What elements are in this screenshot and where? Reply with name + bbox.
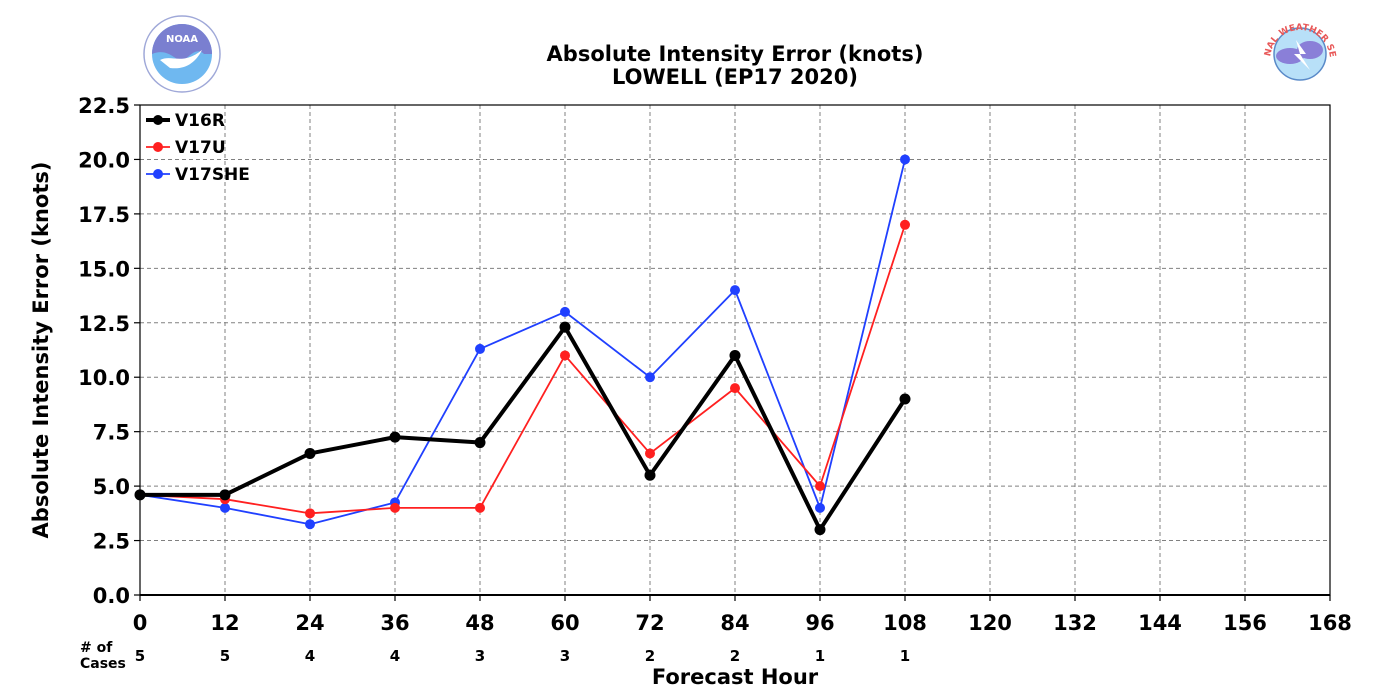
case-count: 3 xyxy=(560,647,570,665)
data-point-v17u xyxy=(815,481,825,492)
x-tick-label: 120 xyxy=(968,611,1012,635)
series-line-v17u xyxy=(139,224,906,515)
data-point-v16r xyxy=(219,489,231,501)
y-tick-label: 12.5 xyxy=(78,312,130,336)
legend-swatch-marker xyxy=(153,115,163,125)
data-point-v16r xyxy=(814,524,826,536)
case-count: 4 xyxy=(390,647,400,665)
x-tick-label: 12 xyxy=(210,611,239,635)
data-point-v17u xyxy=(475,502,485,513)
noaa-logo-icon: NOAA xyxy=(143,15,221,93)
x-tick-label: 108 xyxy=(883,611,927,635)
x-tick-label: 132 xyxy=(1053,611,1097,635)
x-tick-label: 168 xyxy=(1308,611,1352,635)
data-point-v17she xyxy=(305,519,315,530)
chart-subtitle: LOWELL (EP17 2020) xyxy=(612,65,858,89)
y-tick-label: 7.5 xyxy=(93,421,130,445)
series-line-v16r xyxy=(140,325,907,532)
grid-lines xyxy=(140,105,1330,595)
case-count: 2 xyxy=(645,647,655,665)
series-line-v17she xyxy=(139,159,906,526)
y-axis-label: Absolute Intensity Error (knots) xyxy=(29,162,53,539)
y-tick-label: 0.0 xyxy=(93,584,130,608)
x-tick-label: 72 xyxy=(635,611,664,635)
case-count: 5 xyxy=(220,647,230,665)
legend-label: V16R xyxy=(175,111,225,131)
case-count: 4 xyxy=(305,647,315,665)
x-tick-label: 96 xyxy=(805,611,834,635)
y-tick-label: 2.5 xyxy=(93,530,130,554)
y-tick-label: 5.0 xyxy=(93,475,130,499)
data-point-v17u xyxy=(305,508,315,519)
x-tick-label: 36 xyxy=(380,611,409,635)
cases-row: 5 5 4 4 3 3 2 2 1 1 xyxy=(135,647,910,665)
data-point-v16r xyxy=(304,447,316,459)
y-tick-label: 22.5 xyxy=(78,94,130,118)
data-point-v17u xyxy=(730,383,740,394)
noaa-logo-text: NOAA xyxy=(166,34,198,45)
x-tick-label: 48 xyxy=(465,611,494,635)
x-tick-label: 84 xyxy=(720,611,749,635)
cases-label-line1: # of xyxy=(80,640,113,656)
y-tick-label: 10.0 xyxy=(78,366,130,390)
y-tick-label: 17.5 xyxy=(78,203,130,227)
legend-swatch-marker xyxy=(153,142,163,152)
y-tick-label: 20.0 xyxy=(78,148,130,172)
data-point-v16r xyxy=(559,321,571,333)
case-count: 5 xyxy=(135,647,145,665)
data-point-v17u xyxy=(900,219,910,230)
y-tick-labels: 0.0 2.5 5.0 7.5 10.0 12.5 15.0 17.5 20.0 22.5 xyxy=(78,94,140,608)
data-point-v16r xyxy=(474,437,486,449)
data-point-v16r xyxy=(389,431,401,443)
data-point-v17u xyxy=(645,448,655,459)
legend-label: V17SHE xyxy=(175,165,250,185)
x-tick-label: 144 xyxy=(1138,611,1182,635)
data-point-v17she xyxy=(900,154,910,165)
x-tick-label: 156 xyxy=(1223,611,1267,635)
data-point-v17she xyxy=(560,306,570,317)
series-group xyxy=(134,154,911,536)
data-point-v17she xyxy=(730,285,740,296)
cases-label-line2: Cases xyxy=(80,656,126,672)
data-point-v17u xyxy=(390,502,400,513)
x-tick-labels: 0 12 24 36 48 60 72 84 96 108 120 132 144 156 168 xyxy=(133,595,1352,635)
case-count: 3 xyxy=(475,647,485,665)
data-point-v16r xyxy=(729,349,741,361)
legend-label: V17U xyxy=(175,138,226,158)
y-tick-label: 15.0 xyxy=(78,257,130,281)
data-point-v16r xyxy=(644,469,656,481)
legend-swatch-marker xyxy=(153,169,163,179)
case-count: 1 xyxy=(815,647,825,665)
x-tick-label: 60 xyxy=(550,611,579,635)
x-tick-label: 24 xyxy=(295,611,324,635)
data-point-v17she xyxy=(220,502,230,513)
data-point-v17she xyxy=(815,502,825,513)
x-axis-label: Forecast Hour xyxy=(652,665,819,689)
data-point-v17she xyxy=(645,372,655,383)
data-point-v17she xyxy=(475,343,485,354)
case-count: 2 xyxy=(730,647,740,665)
case-count: 1 xyxy=(900,647,910,665)
x-tick-label: 0 xyxy=(133,611,148,635)
legend: V16R V17U V17SHE xyxy=(146,111,250,185)
data-point-v17u xyxy=(560,350,570,361)
data-point-v16r xyxy=(899,393,911,405)
chart-title: Absolute Intensity Error (knots) xyxy=(547,42,924,66)
